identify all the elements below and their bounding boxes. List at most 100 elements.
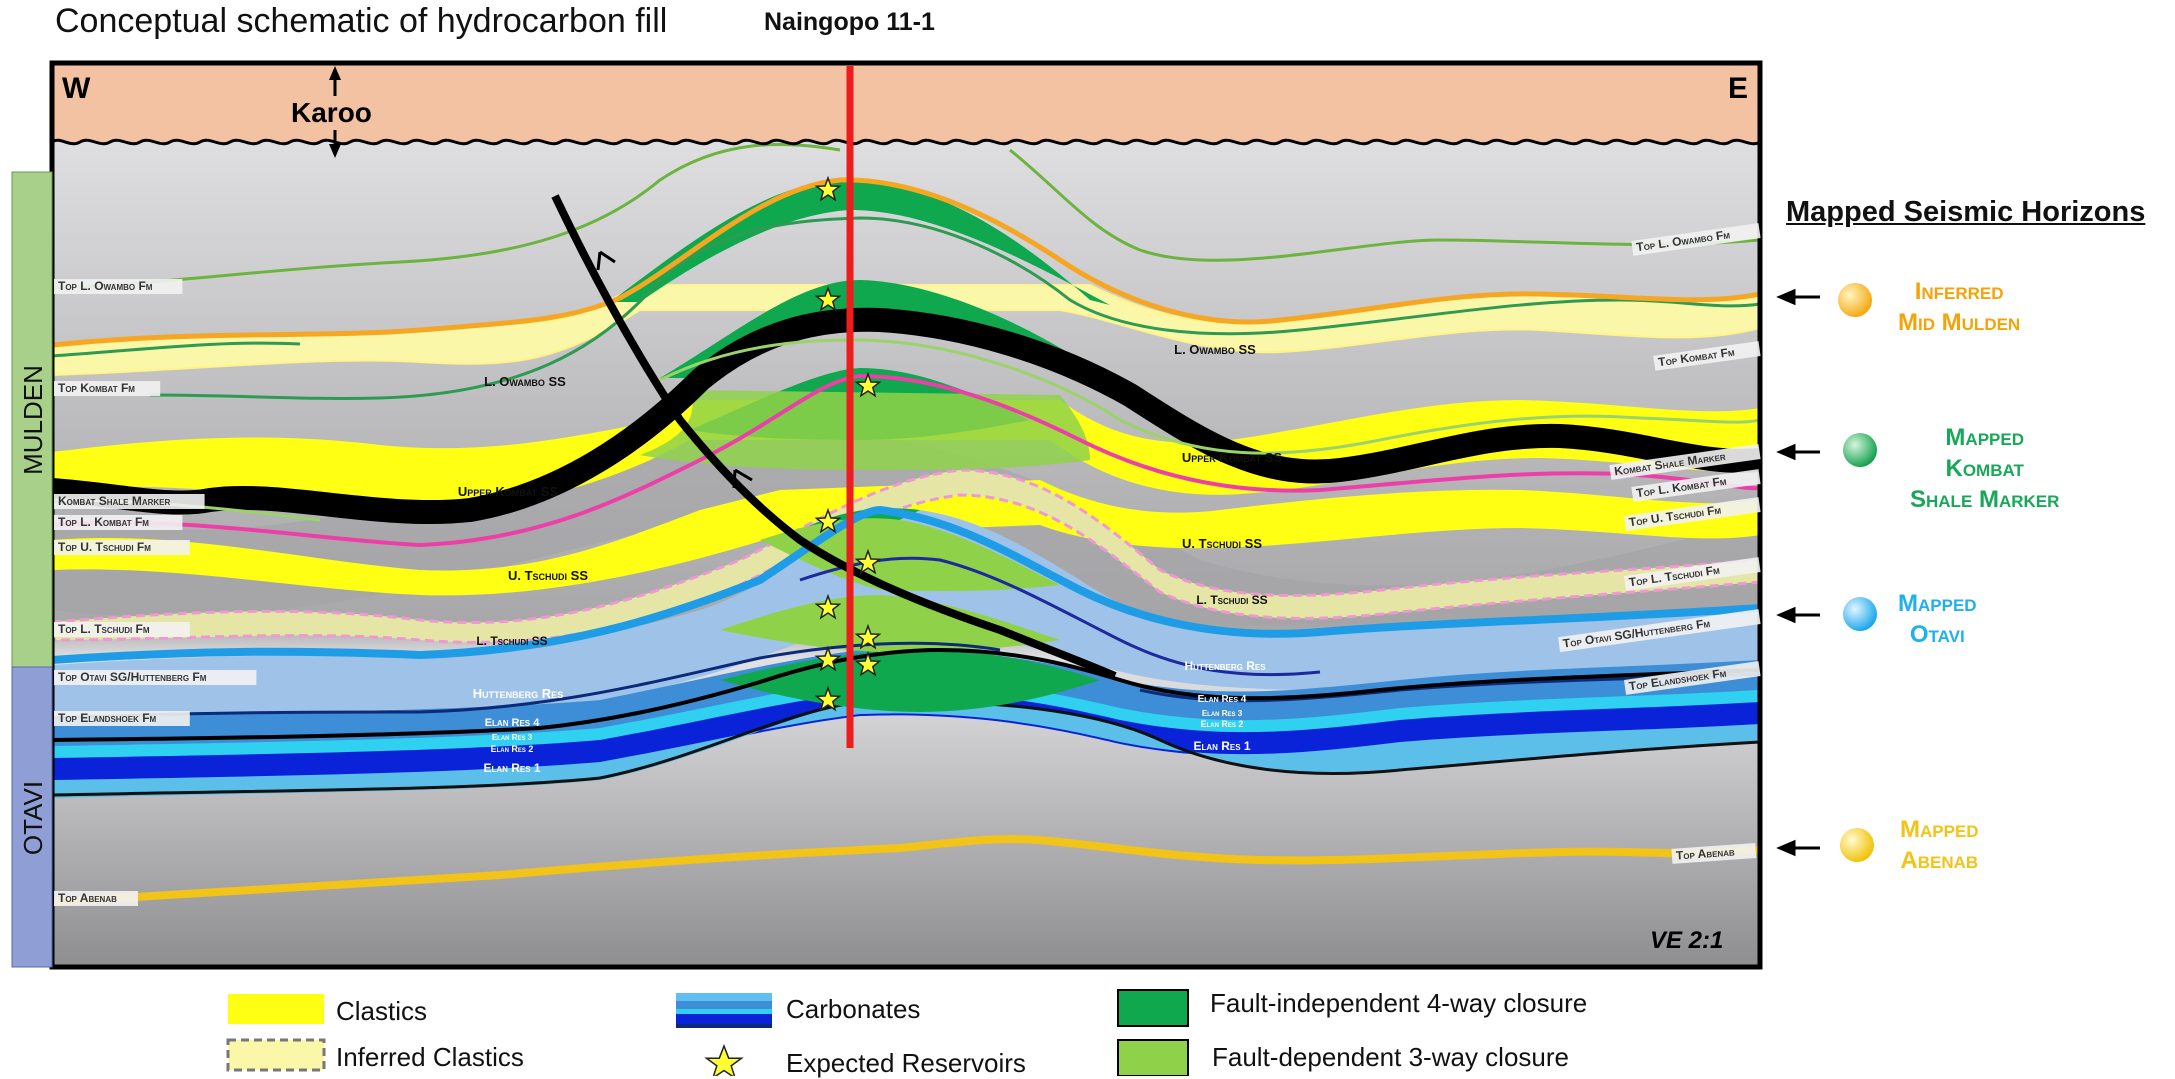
horizons-title: Mapped Seismic Horizons	[1786, 196, 2146, 228]
legend-carbonates-swatch	[676, 993, 772, 1028]
legend-3way-label: Fault-dependent 3-way closure	[1212, 1042, 1569, 1072]
svg-text:Top L. Owambo Fm: Top L. Owambo Fm	[58, 279, 153, 293]
svg-text:Top Abenab: Top Abenab	[1675, 844, 1735, 862]
horizon-tag-top-abenab: Top Abenab	[1671, 843, 1757, 864]
horizon-tag-top-l-kombat-fm: Top L. Kombat Fm	[54, 515, 183, 530]
closure-3way-1	[640, 390, 1090, 470]
svg-text:Top Otavi SG/Huttenberg Fm: Top Otavi SG/Huttenberg Fm	[58, 670, 207, 684]
horizon-label-line: Mapped	[1900, 816, 1979, 843]
upper-kombat-ss-label-east: Upper Kombat SS	[1182, 450, 1283, 465]
svg-text:Top Abenab: Top Abenab	[58, 891, 117, 905]
svg-text:Kombat Shale Marker: Kombat Shale Marker	[58, 494, 171, 508]
legend-expected-reservoirs-label: Expected Reservoirs	[786, 1048, 1026, 1078]
horizon-tag-top-l-owambo-fm: Top L. Owambo Fm	[54, 279, 183, 294]
horizon-label-line: Kombat	[1945, 455, 2024, 482]
upper-kombat-ss-label-west: Upper Kombat SS	[458, 484, 559, 499]
ve-label: VE 2:1	[1650, 927, 1723, 954]
unit-labels: L. Owambo SS L. Owambo SS Upper Kombat SS U…	[458, 342, 1283, 775]
horizon-label-line: Inferred	[1914, 278, 2004, 305]
u-tschudi-ss-label-west: U. Tschudi SS	[508, 568, 588, 583]
horizon-tag-kombat-shale-marker: Kombat Shale Marker	[54, 494, 205, 509]
west-label: W	[62, 72, 91, 105]
reservoir-star-icon	[814, 593, 842, 620]
elan-res-1-label-east: Elan Res 1	[1193, 739, 1250, 753]
horizon-tag-top-otavi-sg-huttenberg-fm: Top Otavi SG/Huttenberg Fm	[54, 670, 257, 685]
elan-res-2-layer	[52, 691, 1760, 782]
horizon-arrows	[1776, 288, 1820, 857]
reservoir-star-icon	[814, 285, 842, 312]
elan-res-1-label-west: Elan Res 1	[483, 761, 540, 775]
reservoir-star-icon	[854, 548, 882, 575]
horizon-label-3: Mapped Abenab	[1900, 814, 1979, 876]
horizon-label-line: Mapped	[1898, 590, 1977, 617]
l-tschudi-ss-label-east: L. Tschudi SS	[1196, 593, 1267, 607]
svg-text:Top L. Tschudi Fm: Top L. Tschudi Fm	[58, 622, 150, 636]
horizon-dot-yellow	[1840, 828, 1874, 862]
legend-carbonates-label: Carbonates	[786, 994, 921, 1024]
l-owambo-ss-label-west: L. Owambo SS	[484, 374, 566, 389]
elan-res-3-label-east: Elan Res 3	[1202, 709, 1243, 718]
horizon-tag-top-l-tschudi-fm: Top L. Tschudi Fm	[54, 622, 190, 637]
section-stars	[814, 175, 882, 712]
reservoir-star-icon	[854, 650, 882, 677]
horizon-tag-top-u-tschudi-fm: Top U. Tschudi Fm	[54, 540, 190, 555]
upper-kombat-ss-layer	[52, 400, 1760, 511]
well-name-label: Naingopo 11-1	[764, 8, 935, 36]
reservoir-star-icon	[814, 507, 842, 534]
elan-res-2-label-east: Elan Res 2	[1201, 719, 1244, 729]
horizon-tag-top-kombat-fm: Top Kombat Fm	[54, 381, 161, 396]
elan-res-4-label-west: Elan Res 4	[485, 717, 541, 729]
elan-res-4-layer	[52, 649, 1760, 748]
elan-res-2-label-west: Elan Res 2	[491, 744, 534, 754]
legend-inferred-clastics-label: Inferred Clastics	[336, 1042, 524, 1072]
elan-res-3-label-west: Elan Res 3	[492, 733, 533, 742]
legend-4way-label: Fault-independent 4-way closure	[1210, 988, 1588, 1018]
l-tschudi-ss-label-west: L. Tschudi SS	[476, 634, 547, 648]
u-tschudi-ss-layer	[52, 480, 1760, 596]
legend-3way-swatch	[1117, 1039, 1189, 1076]
left-horizon-labels: Top L. Owambo Fm Top Kombat Fm Kombat Shal…	[54, 279, 257, 906]
horizon-label-line: Mid Mulden	[1898, 309, 2021, 336]
svg-text:Top U. Tschudi Fm: Top U. Tschudi Fm	[58, 540, 151, 554]
legend-inferred-clastics-swatch	[226, 1038, 326, 1072]
horizon-label-line: Shale Marker	[1910, 486, 2060, 513]
karoo-thickness-arrows	[329, 66, 341, 158]
thin-horizon-lines	[52, 142, 1760, 548]
reservoir-star-icon	[814, 175, 842, 202]
kombat-shale-marker-line	[52, 307, 1760, 524]
horizon-dot-orange	[1838, 283, 1872, 317]
legend-clastics-swatch	[228, 994, 324, 1024]
svg-text:Top L. Kombat Fm: Top L. Kombat Fm	[58, 515, 149, 529]
closure-3way-3	[720, 595, 1060, 652]
u-tschudi-ss-label-east: U. Tschudi SS	[1182, 536, 1262, 551]
figure-title: Conceptual schematic of hydrocarbon fill	[55, 2, 668, 40]
huttenberg-res-label-west: Huttenberg Res	[473, 686, 563, 701]
otavi-label: OTAVI	[18, 781, 48, 855]
legend-clastics-label: Clastics	[336, 996, 428, 1026]
legend-4way-swatch	[1117, 989, 1189, 1027]
karoo-label: Karoo	[291, 97, 372, 128]
l-owambo-ss-label-east: L. Owambo SS	[1174, 342, 1256, 357]
section-body	[52, 63, 1760, 967]
mid-mulden-horizon-line	[52, 177, 1760, 348]
fault-line	[551, 194, 1117, 680]
closure-4way-1	[610, 179, 1110, 305]
elan-res-3-layer	[52, 679, 1760, 760]
horizon-tag-top-elandshoek-fm: Top Elandshoek Fm	[54, 711, 190, 726]
closure-3way-2	[760, 518, 1060, 592]
mulden-label: MULDEN	[18, 365, 48, 475]
horizon-label-1: Mapped Kombat Shale Marker	[1910, 422, 2059, 515]
reservoir-star-icon	[854, 623, 882, 650]
horizon-label-0: Inferred Mid Mulden	[1898, 276, 2020, 338]
horizon-label-line: Mapped	[1945, 424, 2024, 451]
otavi-group-bar	[11, 666, 53, 968]
horizon-label-line: Abenab	[1900, 847, 1979, 874]
horizon-dot-green	[1843, 433, 1877, 467]
horizon-dot-blue	[1843, 597, 1877, 631]
elan-res-4-label-east: Elan Res 4	[1198, 694, 1247, 705]
reservoir-star-icon	[814, 645, 842, 672]
legend-star-icon	[704, 1043, 744, 1076]
east-label: E	[1728, 72, 1748, 105]
reservoir-star-icon	[814, 685, 842, 712]
